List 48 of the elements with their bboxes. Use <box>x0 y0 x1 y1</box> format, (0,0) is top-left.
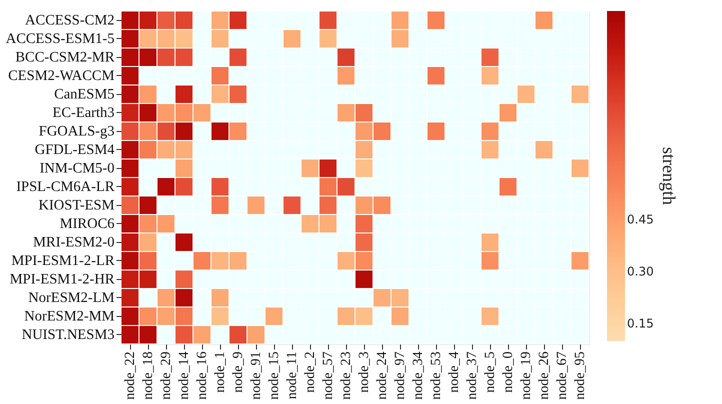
x-tick-label: node_4 <box>447 352 462 393</box>
color-bar-title: strength <box>659 147 679 205</box>
y-tick-label: NorESM2-LM <box>28 290 115 306</box>
x-tick-label: node_3 <box>357 352 372 393</box>
x-tick-label: node_24 <box>375 352 390 400</box>
x-tick-label: node_29 <box>159 352 174 400</box>
x-tick-label: node_16 <box>195 352 210 400</box>
y-tick-label: INM-CM5-0 <box>40 160 114 176</box>
y-tick-label: NUIST.NESM3 <box>22 326 114 343</box>
x-tick-label: node_57 <box>321 352 336 400</box>
color-bar-label: 0.15 <box>627 316 654 331</box>
x-tick-label: node_26 <box>537 352 552 400</box>
y-tick-label: CESM2-WACCM <box>8 68 115 84</box>
x-tick-label: node_37 <box>465 352 480 400</box>
x-tick-label: node_14 <box>177 352 192 400</box>
y-tick-label: MIROC6 <box>60 216 114 232</box>
color-bar-label: 0.30 <box>627 264 654 279</box>
x-tick-label: node_1 <box>213 352 228 393</box>
x-tick-label: node_11 <box>285 352 300 400</box>
x-tick-label: node_19 <box>519 352 534 400</box>
x-tick-label: node_18 <box>141 352 156 400</box>
x-tick-label: node_2 <box>303 352 318 393</box>
y-tick-label: ACCESS-CM2 <box>25 12 114 28</box>
y-tick-label: MPI-ESM1-2-LR <box>11 252 115 269</box>
y-tick-label: KIOST-ESM <box>38 197 115 214</box>
x-tick-label: node_97 <box>393 352 408 400</box>
x-tick-label: node_53 <box>429 352 444 400</box>
x-tick-label: node_23 <box>339 352 354 400</box>
x-tick-label: node_5 <box>483 352 498 393</box>
y-tick-label: EC-Earth3 <box>52 104 114 121</box>
x-tick-label: node_34 <box>411 352 426 400</box>
y-tick-label: NorESM2-MM <box>24 308 115 324</box>
x-tick-label: node_0 <box>501 352 516 393</box>
y-tick-label: MRI-ESM2-0 <box>33 234 114 250</box>
x-tick-label: node_67 <box>555 352 570 400</box>
x-tick-label: node_91 <box>249 352 264 400</box>
y-tick-label: ACCESS-ESM1-5 <box>6 30 114 47</box>
x-tick-label: node_9 <box>231 352 246 393</box>
x-tick-label: node_95 <box>573 352 588 400</box>
color-bar-label: 0.45 <box>627 212 654 226</box>
y-tick-label: IPSL-CM6A-LR <box>16 178 115 195</box>
x-tick-label: node_22 <box>123 352 138 400</box>
y-tick-label: MPI-ESM1-2-HR <box>10 271 115 288</box>
y-tick-label: GFDL-ESM4 <box>34 142 116 158</box>
y-tick-label: BCC-CSM2-MR <box>15 49 115 66</box>
y-tick-label: FGOALS-g3 <box>38 123 114 140</box>
x-tick-label: node_15 <box>267 352 282 400</box>
y-tick-label: CanESM5 <box>54 86 114 102</box>
